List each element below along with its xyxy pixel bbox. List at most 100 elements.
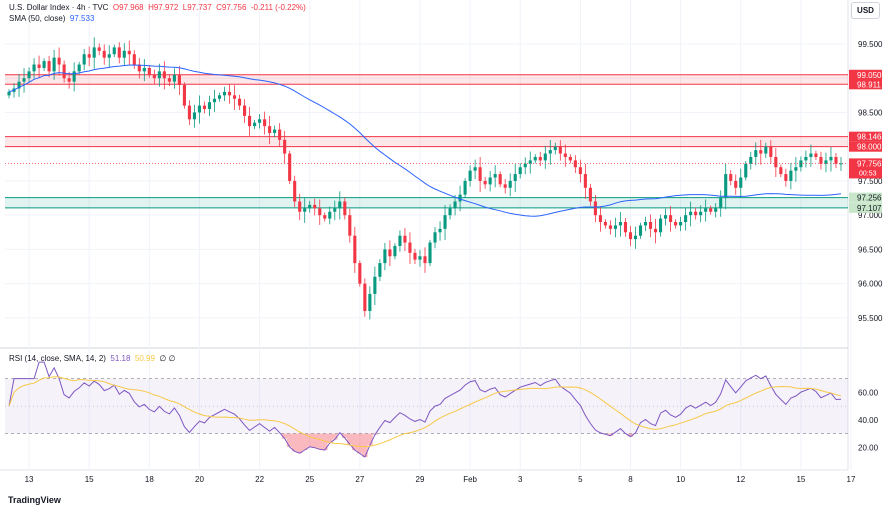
- candle-body[interactable]: [824, 160, 828, 164]
- candle-body[interactable]: [293, 180, 297, 202]
- candle-body[interactable]: [167, 78, 171, 82]
- candle-body[interactable]: [679, 222, 683, 226]
- candle-body[interactable]: [27, 71, 31, 79]
- candle-body[interactable]: [764, 146, 768, 154]
- candle-body[interactable]: [273, 129, 277, 133]
- candle-body[interactable]: [468, 170, 472, 181]
- candle-body[interactable]: [613, 225, 618, 229]
- candle-body[interactable]: [17, 81, 21, 89]
- candle-body[interactable]: [157, 71, 161, 79]
- candle-body[interactable]: [343, 201, 347, 216]
- candle-body[interactable]: [558, 146, 562, 154]
- candle-body[interactable]: [603, 222, 607, 226]
- candle-body[interactable]: [22, 78, 26, 82]
- candle-body[interactable]: [122, 50, 126, 58]
- candle-body[interactable]: [533, 156, 537, 161]
- candle-body[interactable]: [714, 208, 718, 212]
- candle-body[interactable]: [373, 276, 377, 294]
- candle-body[interactable]: [353, 235, 357, 264]
- candle-body[interactable]: [338, 201, 342, 209]
- candle-body[interactable]: [453, 201, 457, 209]
- candle-body[interactable]: [794, 167, 798, 171]
- candle-body[interactable]: [473, 167, 477, 171]
- candle-body[interactable]: [618, 222, 623, 226]
- candle-body[interactable]: [638, 225, 643, 236]
- candle-body[interactable]: [393, 245, 397, 257]
- symbol-title[interactable]: U.S. Dollar Index · 4h · TVC: [9, 3, 109, 12]
- candle-body[interactable]: [142, 67, 146, 72]
- candle-body[interactable]: [548, 150, 552, 154]
- candle-body[interactable]: [573, 160, 577, 168]
- candle-body[interactable]: [383, 249, 387, 264]
- candle-body[interactable]: [799, 160, 803, 168]
- candle-body[interactable]: [543, 153, 547, 161]
- candle-body[interactable]: [538, 156, 542, 161]
- candle-body[interactable]: [689, 211, 693, 216]
- candle-body[interactable]: [518, 167, 522, 175]
- candle-body[interactable]: [47, 61, 51, 72]
- candle-body[interactable]: [633, 235, 638, 240]
- candle-body[interactable]: [202, 105, 207, 110]
- candle-body[interactable]: [623, 222, 628, 233]
- candle-body[interactable]: [804, 156, 808, 161]
- candle-body[interactable]: [52, 57, 56, 72]
- candle-body[interactable]: [283, 139, 287, 154]
- candle-body[interactable]: [648, 222, 653, 229]
- candle-body[interactable]: [263, 119, 267, 127]
- candle-body[interactable]: [553, 146, 557, 151]
- candle-body[interactable]: [739, 177, 743, 188]
- candle-body[interactable]: [222, 91, 227, 96]
- candle-body[interactable]: [694, 211, 698, 216]
- candle-body[interactable]: [784, 174, 788, 181]
- candle-body[interactable]: [423, 256, 427, 264]
- candle-body[interactable]: [583, 174, 587, 188]
- candle-body[interactable]: [789, 170, 793, 181]
- candle-body[interactable]: [127, 50, 131, 55]
- candle-body[interactable]: [774, 156, 778, 168]
- rsi-ma-line[interactable]: [8, 376, 842, 448]
- candle-body[interactable]: [308, 204, 312, 209]
- candle-body[interactable]: [653, 228, 658, 233]
- candle-body[interactable]: [217, 95, 222, 99]
- candle-body[interactable]: [478, 167, 482, 181]
- candle-body[interactable]: [513, 174, 517, 181]
- candle-body[interactable]: [243, 105, 247, 116]
- candle-body[interactable]: [814, 153, 818, 157]
- candle-body[interactable]: [488, 177, 492, 185]
- candle-body[interactable]: [197, 105, 202, 113]
- candle-body[interactable]: [448, 208, 452, 216]
- candle-body[interactable]: [754, 150, 758, 157]
- candle-body[interactable]: [258, 119, 262, 123]
- candle-body[interactable]: [664, 215, 668, 219]
- candle-body[interactable]: [593, 201, 597, 216]
- candle-body[interactable]: [669, 215, 673, 223]
- candle-body[interactable]: [132, 54, 136, 65]
- candle-body[interactable]: [187, 105, 191, 120]
- candle-body[interactable]: [172, 74, 176, 82]
- candle-body[interactable]: [388, 249, 392, 257]
- candle-body[interactable]: [288, 153, 292, 181]
- candle-body[interactable]: [82, 54, 86, 65]
- sma-line[interactable]: [8, 64, 842, 217]
- candle-body[interactable]: [729, 174, 733, 181]
- candle-body[interactable]: [303, 208, 307, 212]
- candle-body[interactable]: [628, 232, 633, 240]
- candle-body[interactable]: [237, 98, 242, 106]
- rsi-line[interactable]: [8, 361, 842, 458]
- candle-body[interactable]: [212, 98, 217, 103]
- candle-body[interactable]: [268, 126, 272, 133]
- candle-body[interactable]: [152, 74, 156, 79]
- candle-body[interactable]: [428, 242, 432, 264]
- candle-body[interactable]: [704, 208, 708, 212]
- candle-body[interactable]: [643, 222, 648, 226]
- candle-body[interactable]: [443, 215, 447, 229]
- candle-body[interactable]: [483, 180, 487, 185]
- candle-body[interactable]: [528, 160, 532, 164]
- candle-body[interactable]: [709, 208, 713, 212]
- candle-body[interactable]: [137, 64, 141, 72]
- candle-body[interactable]: [42, 61, 46, 68]
- candle-body[interactable]: [759, 150, 763, 154]
- candle-body[interactable]: [463, 180, 467, 195]
- candle-body[interactable]: [107, 54, 111, 58]
